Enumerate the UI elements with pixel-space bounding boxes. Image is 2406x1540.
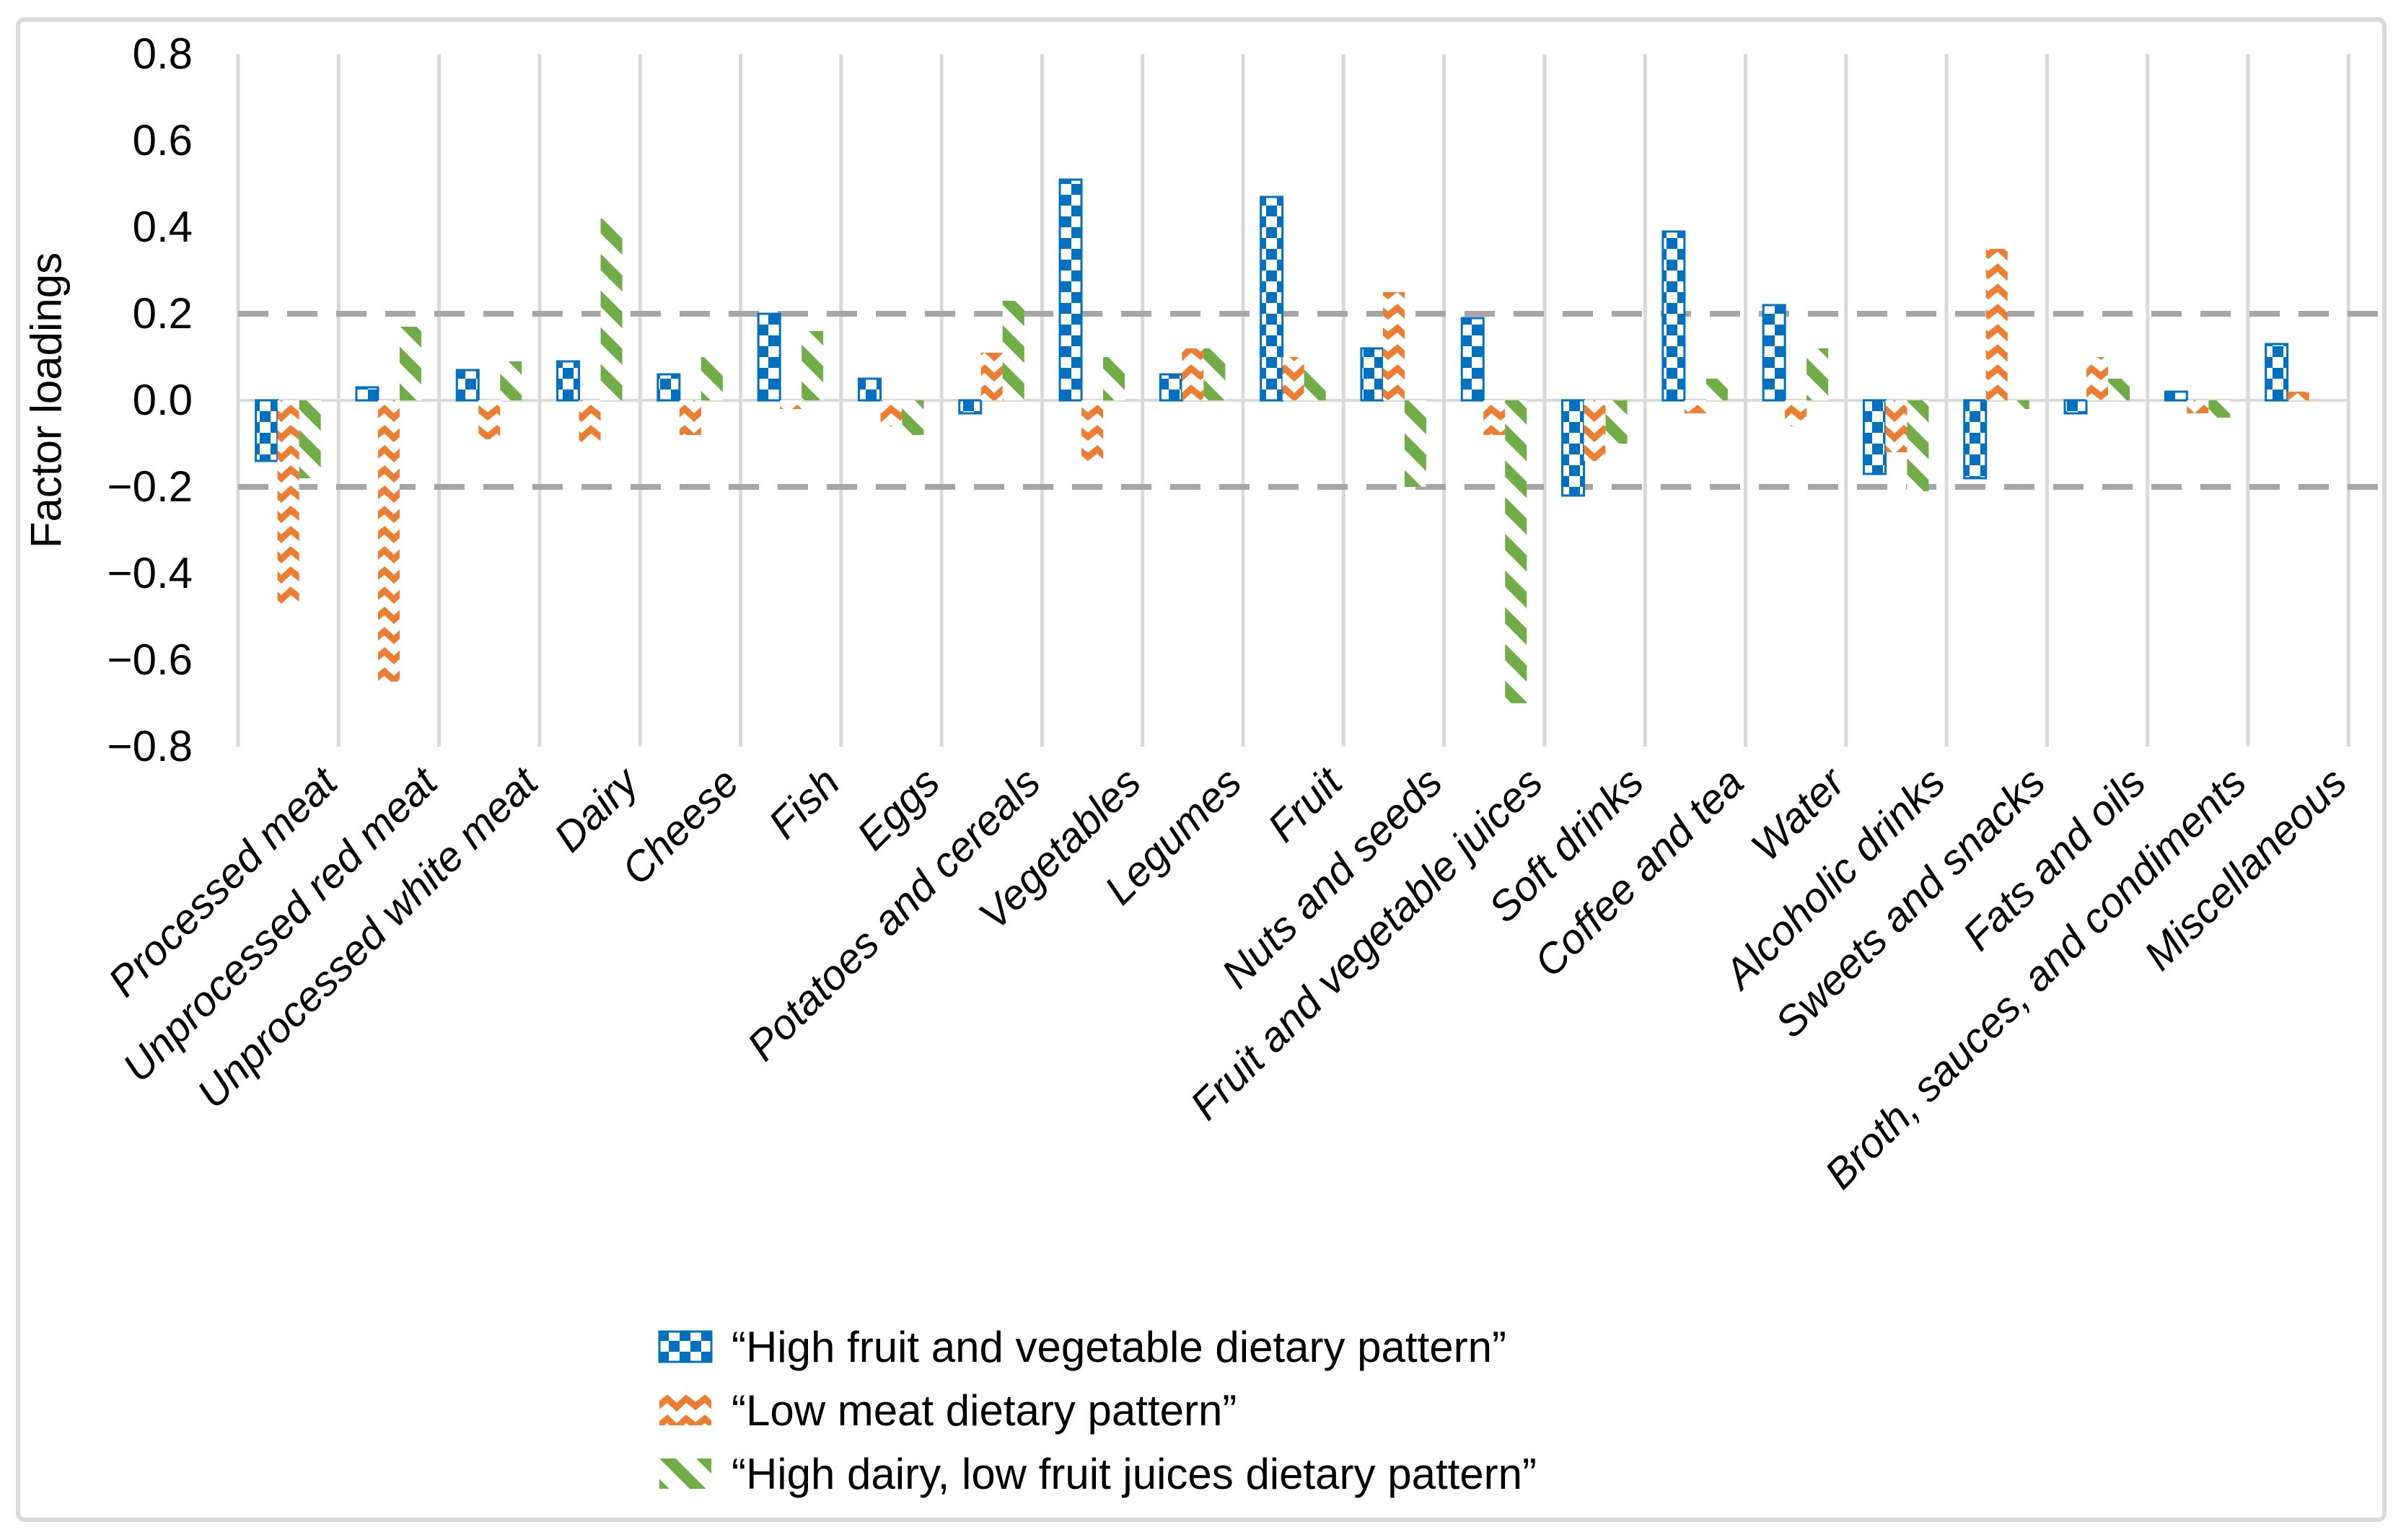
bar xyxy=(980,353,1003,400)
bar xyxy=(1985,249,2008,400)
bar xyxy=(2164,390,2188,402)
legend-item: “Low meat dietary pattern” xyxy=(658,1386,1537,1435)
bar xyxy=(556,360,581,402)
bar xyxy=(2108,379,2130,400)
y-tick-label: 0.4 xyxy=(132,203,193,251)
bar xyxy=(1806,348,1829,400)
bar xyxy=(780,400,802,409)
bar xyxy=(679,400,701,435)
bar xyxy=(299,400,321,478)
bar xyxy=(1705,379,1728,400)
bar xyxy=(2187,400,2209,413)
bar xyxy=(1785,400,1807,426)
bar xyxy=(1963,399,1988,480)
bar xyxy=(1081,400,1104,465)
bar xyxy=(1002,301,1024,400)
legend-swatch-checker-icon xyxy=(658,1330,713,1363)
bar xyxy=(1382,292,1405,400)
bar xyxy=(1282,357,1304,400)
bar xyxy=(500,361,522,400)
bar xyxy=(2086,357,2109,400)
bar xyxy=(2287,392,2309,400)
bar xyxy=(757,312,781,402)
legend: “High fruit and vegetable dietary patter… xyxy=(658,1322,1537,1515)
bar xyxy=(1561,399,1586,497)
bar xyxy=(1404,400,1426,487)
bar xyxy=(377,400,400,682)
legend-item: “High dairy, low fruit juices dietary pa… xyxy=(658,1449,1537,1498)
bar xyxy=(857,377,882,402)
bar xyxy=(701,357,723,400)
y-axis-title: Factor loadings xyxy=(22,252,71,549)
bar xyxy=(255,399,279,462)
bar xyxy=(880,400,903,426)
y-tick-label: 0.8 xyxy=(132,30,193,78)
y-tick-label: 0.0 xyxy=(132,376,193,424)
bar xyxy=(958,399,983,415)
y-tick-label: −0.6 xyxy=(107,635,193,684)
legend-swatch-wave-icon xyxy=(659,1395,711,1425)
bar xyxy=(1058,178,1083,402)
bar xyxy=(2063,399,2088,415)
bar xyxy=(1661,230,1686,402)
bar xyxy=(579,400,601,444)
bar xyxy=(2208,400,2231,418)
bar xyxy=(277,400,299,604)
bar xyxy=(1203,348,1226,400)
bar xyxy=(902,400,924,435)
bar xyxy=(455,369,480,402)
bar xyxy=(399,327,421,400)
bar xyxy=(2265,343,2289,402)
y-tick-label: −0.4 xyxy=(107,549,193,597)
y-tick-label: 0.6 xyxy=(132,116,193,164)
bar xyxy=(478,400,501,439)
bar xyxy=(1885,400,1907,452)
bar xyxy=(600,219,623,400)
bar xyxy=(1159,373,1183,402)
bar xyxy=(1505,400,1527,703)
legend-label: “High dairy, low fruit juices dietary pa… xyxy=(732,1449,1537,1498)
bar xyxy=(1460,317,1485,402)
bar xyxy=(1684,400,1706,413)
bar xyxy=(1483,400,1506,435)
bar xyxy=(657,373,681,402)
bar xyxy=(355,386,379,402)
legend-label: “Low meat dietary pattern” xyxy=(732,1386,1237,1435)
bar xyxy=(1762,304,1786,402)
legend-item: “High fruit and vegetable dietary patter… xyxy=(658,1322,1537,1371)
bar xyxy=(1584,400,1606,461)
y-tick-label: −0.2 xyxy=(107,462,193,511)
bar xyxy=(1182,348,1204,400)
bar xyxy=(1360,347,1384,402)
legend-label: “High fruit and vegetable dietary patter… xyxy=(732,1322,1506,1371)
legend-swatch-diagonal-down-icon xyxy=(659,1458,711,1489)
y-tick-label: −0.8 xyxy=(107,722,193,770)
bar xyxy=(1103,357,1125,400)
bar xyxy=(1260,195,1284,402)
bar xyxy=(2007,400,2029,409)
bar xyxy=(1907,400,1929,491)
y-tick-label: 0.2 xyxy=(132,289,193,338)
bar xyxy=(1862,399,1887,475)
bar xyxy=(1304,370,1326,400)
figure-border xyxy=(16,17,2387,1522)
bar xyxy=(1605,400,1628,444)
bar xyxy=(802,331,824,400)
